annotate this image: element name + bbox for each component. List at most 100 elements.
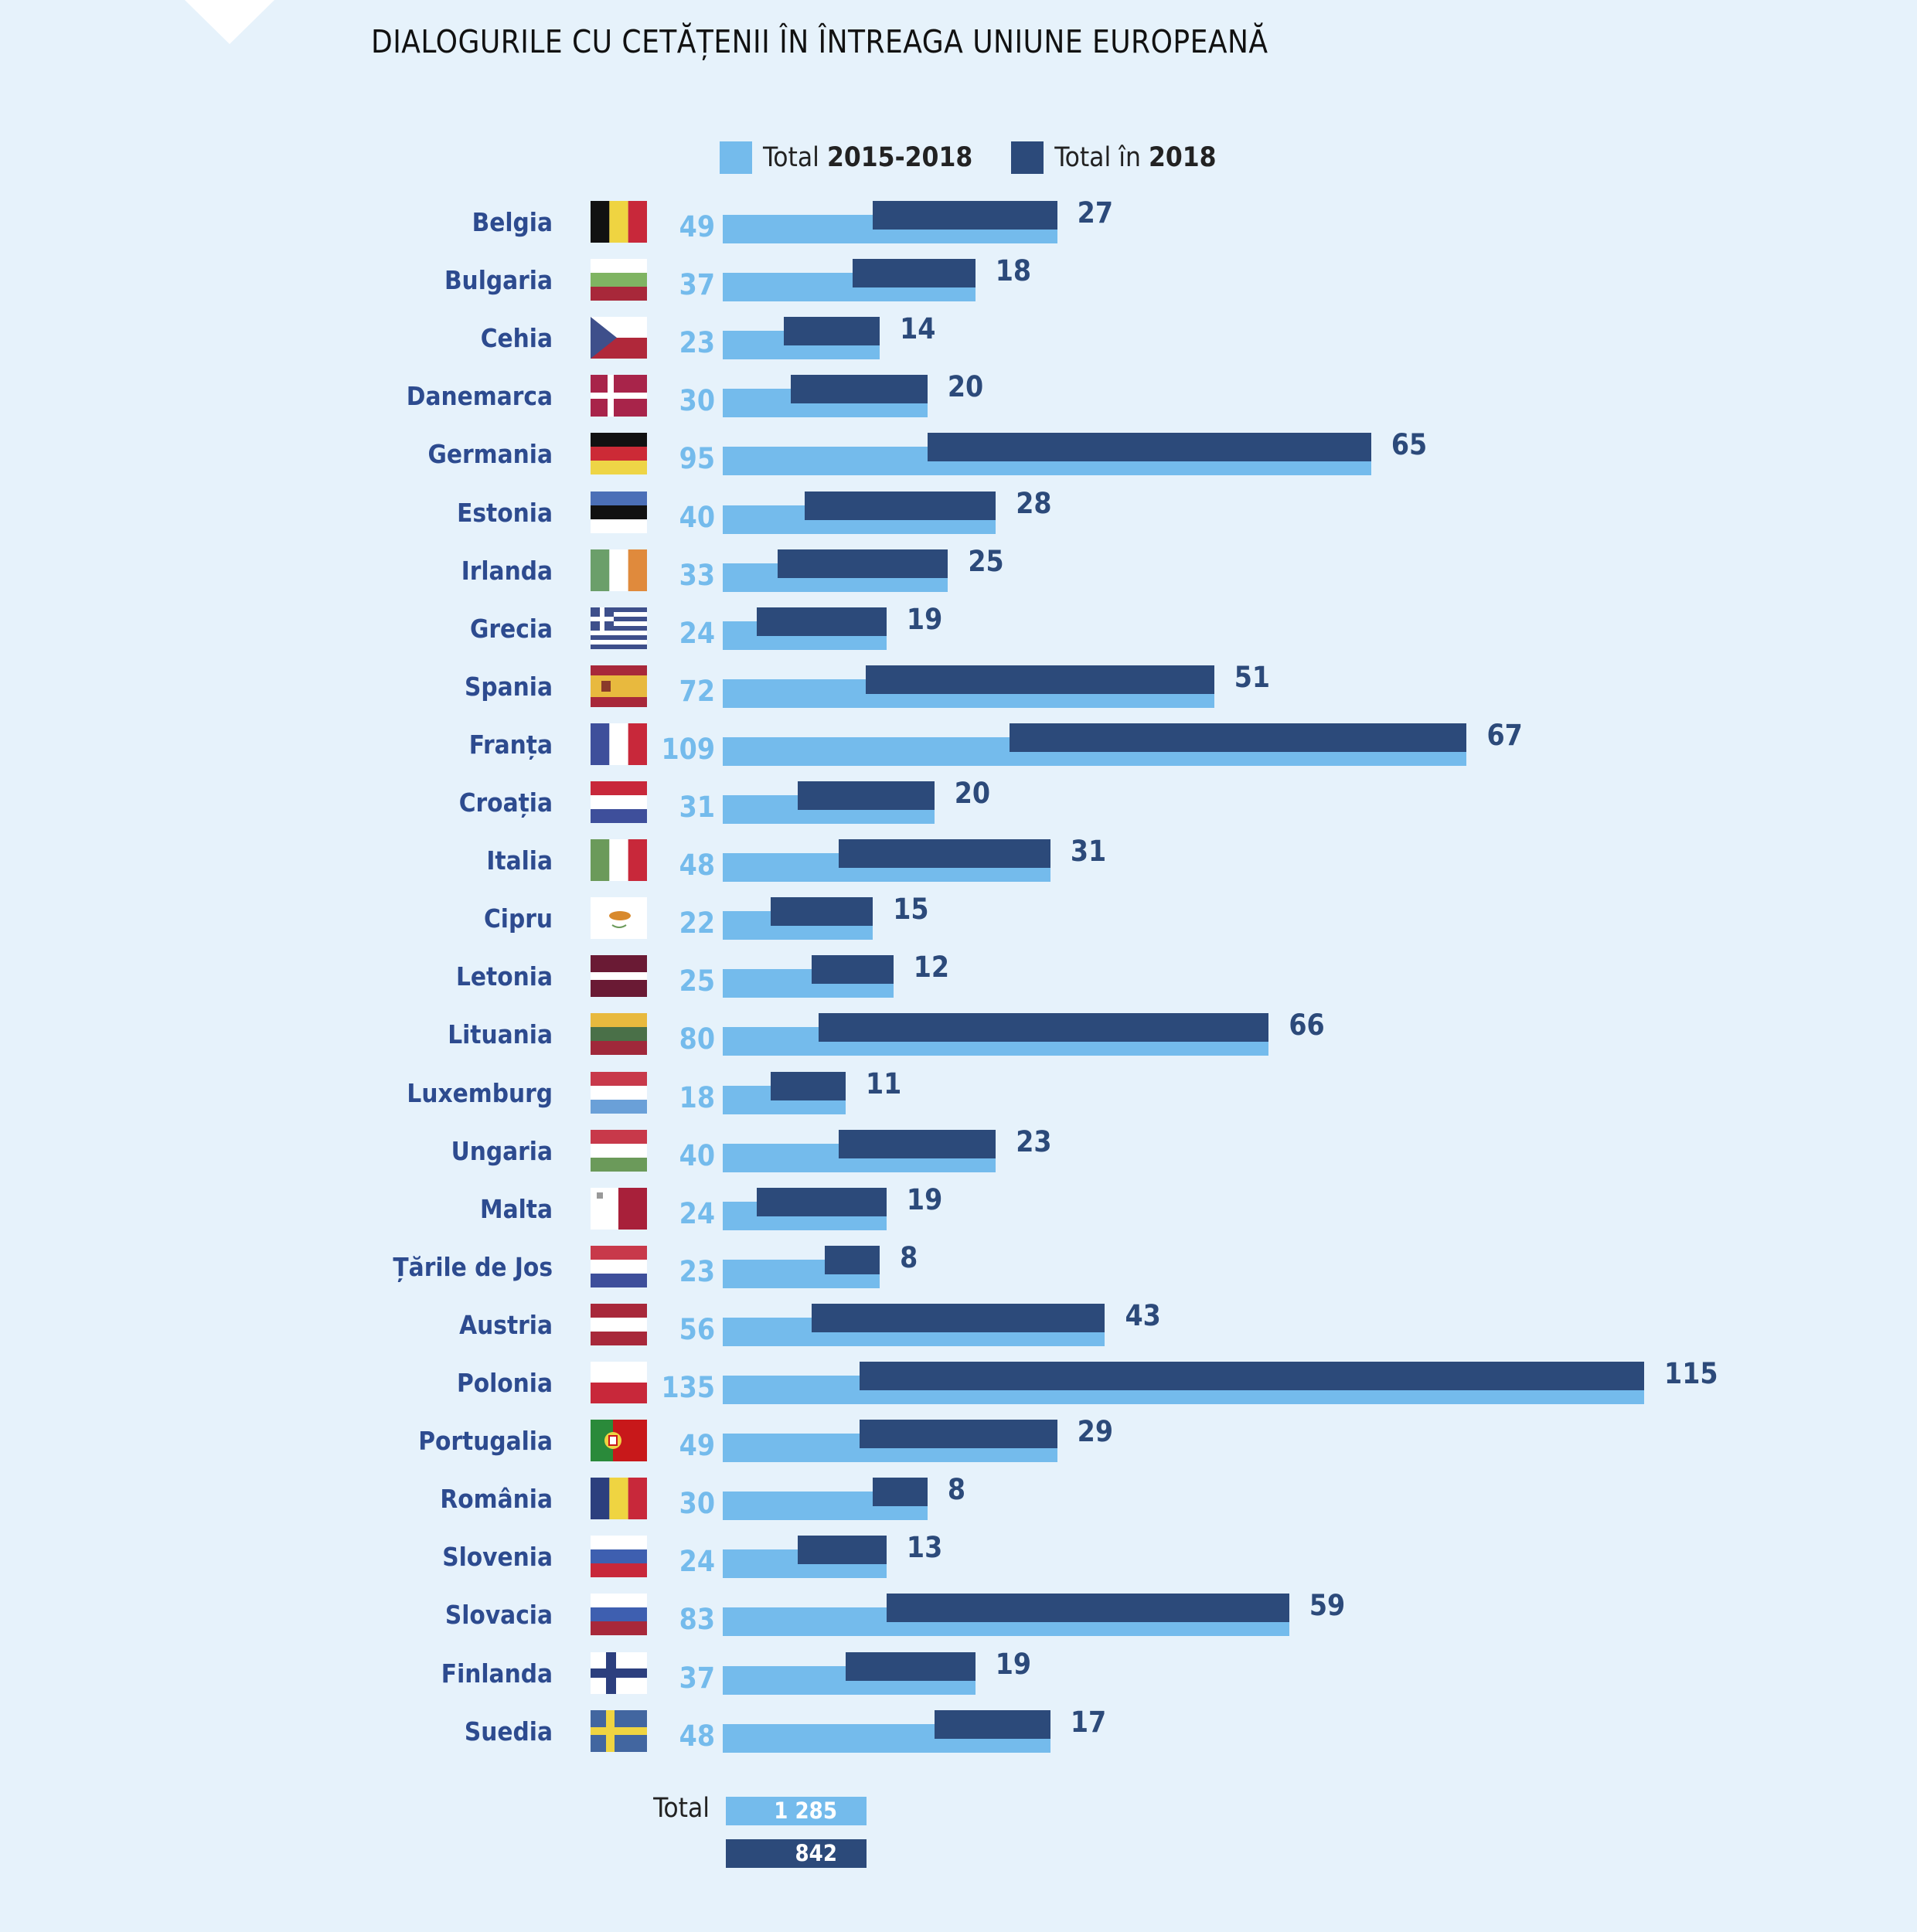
bar-total-2018 — [811, 955, 894, 985]
legend-prefix: Total — [763, 142, 819, 173]
flag-bulgaria-icon — [591, 259, 647, 301]
country-label: Letonia — [456, 961, 553, 992]
legend-swatch-dark — [1011, 141, 1044, 174]
flag-malta-icon — [591, 1187, 647, 1230]
country-label: Finlanda — [441, 1658, 553, 1689]
total-2018-label: 15 — [893, 893, 929, 927]
corner-triangle-decoration — [185, 0, 274, 44]
total-2018-label: 20 — [954, 777, 991, 810]
bar-total-2018 — [791, 375, 928, 404]
total-2018-label: 23 — [1016, 1124, 1052, 1158]
total-2015-2018-label: 48 — [679, 1719, 715, 1753]
flag-ungaria-icon — [591, 1129, 647, 1172]
legend-swatch-light — [720, 141, 752, 174]
country-label: Franța — [468, 729, 553, 760]
flag-estonia-icon — [591, 491, 647, 533]
total-2015-2018-label: 40 — [679, 500, 715, 534]
total-2018-label: 43 — [1125, 1298, 1161, 1332]
total-2018-label: 65 — [1391, 428, 1428, 462]
flag-croatia-icon — [591, 781, 647, 824]
country-label: Croația — [458, 787, 553, 818]
flag-tarile-de-jos-icon — [591, 1245, 647, 1287]
legend: Total 2015-2018 Total în 2018 — [720, 141, 1255, 174]
total-2018-label: 19 — [906, 602, 943, 636]
bar-total-2018 — [866, 665, 1214, 694]
flag-franta-icon — [591, 723, 648, 765]
country-label: România — [440, 1484, 553, 1515]
country-label: Malta — [480, 1193, 553, 1224]
country-label: Belgia — [472, 207, 553, 237]
flag-slovacia-icon — [591, 1594, 647, 1636]
country-label: Grecia — [470, 613, 553, 644]
flag-letonia-icon — [591, 955, 647, 998]
total-2018-label: 115 — [1664, 1357, 1718, 1390]
total-2015-2018-label: 24 — [679, 616, 715, 650]
bar-total-2018 — [798, 1536, 887, 1565]
bar-total-2018 — [839, 1129, 996, 1158]
bar-total-2018 — [852, 259, 976, 288]
flag-luxemburg-icon — [591, 1071, 647, 1114]
total-2015-2018-label: 37 — [679, 1661, 715, 1695]
total-2018-label: 67 — [1486, 718, 1523, 752]
total-2018-label: 28 — [1016, 486, 1052, 520]
country-label: Danemarca — [406, 381, 553, 412]
total-2018-label: 27 — [1077, 196, 1113, 230]
total-2015-2018-label: 24 — [679, 1196, 715, 1230]
country-label: Portugalia — [418, 1426, 553, 1457]
total-2015-2018-label: 25 — [679, 964, 715, 998]
total-2015-2018-label: 49 — [679, 210, 715, 243]
flag-irlanda-icon — [591, 549, 648, 591]
total-2015-2018-label: 135 — [661, 1371, 715, 1404]
total-label: Total — [653, 1793, 710, 1824]
legend-item-total-2015-2018: Total 2015-2018 — [720, 141, 972, 174]
flag-lituania-icon — [591, 1013, 647, 1056]
total-2018-label: 25 — [968, 544, 1004, 578]
bar-total-2018 — [934, 1709, 1050, 1739]
flag-slovenia-icon — [591, 1536, 647, 1578]
total-2015-2018-label: 31 — [679, 791, 715, 824]
total-2018-label: 20 — [947, 370, 984, 404]
legend-item-total-2018: Total în 2018 — [1011, 141, 1217, 174]
flag-danemarca-icon — [591, 375, 647, 417]
legend-bold: 2018 — [1148, 142, 1217, 173]
total-2018-label: 31 — [1070, 835, 1107, 869]
flag-austria-icon — [591, 1303, 647, 1345]
total-2015-2018-label: 56 — [679, 1312, 715, 1346]
chart-title: DIALOGURILE CU CETĂȚENII ÎN ÎNTREAGA UNI… — [371, 23, 1268, 60]
total-2015-2018-label: 48 — [679, 849, 715, 883]
total-2015-2018-label: 109 — [661, 732, 715, 766]
flag-finlanda-icon — [591, 1651, 647, 1694]
bar-total-2018 — [770, 1071, 846, 1100]
country-label: Spania — [464, 671, 553, 702]
total-2018-label: 29 — [1077, 1415, 1113, 1449]
total-2018-label: 66 — [1289, 1009, 1325, 1043]
bar-total-2018 — [886, 1594, 1289, 1623]
bar-total-2018 — [798, 781, 935, 810]
total-2015-2018-label: 33 — [679, 558, 715, 592]
bar-total-2018 — [1009, 723, 1467, 752]
total-2015-2018-label: 22 — [679, 906, 715, 940]
flag-germania-icon — [591, 433, 647, 475]
total-2018-label: 12 — [913, 951, 950, 985]
total-all-box: 1 285 — [726, 1797, 867, 1825]
bar-total-2018 — [784, 317, 880, 346]
bar-total-2018 — [927, 433, 1371, 462]
bar-total-2018 — [804, 491, 996, 520]
country-label: Austria — [459, 1309, 553, 1340]
country-label: Luxemburg — [407, 1077, 553, 1108]
legend-prefix: Total în — [1054, 142, 1141, 173]
country-label: Italia — [486, 845, 553, 876]
total-2015-2018-label: 49 — [679, 1429, 715, 1463]
total-2018-label: 14 — [900, 312, 936, 346]
total-2015-2018-label: 24 — [679, 1545, 715, 1579]
total-2015-2018-label: 30 — [679, 384, 715, 418]
bar-total-2018 — [757, 607, 887, 636]
flag-suedia-icon — [591, 1709, 647, 1752]
bar-total-2018 — [757, 1187, 887, 1216]
total-2018-box: 842 — [726, 1839, 867, 1868]
country-label: Estonia — [457, 497, 553, 528]
total-2015-2018-label: 23 — [679, 326, 715, 360]
bar-total-2018 — [859, 1420, 1057, 1449]
flag-grecia-icon — [591, 607, 647, 649]
